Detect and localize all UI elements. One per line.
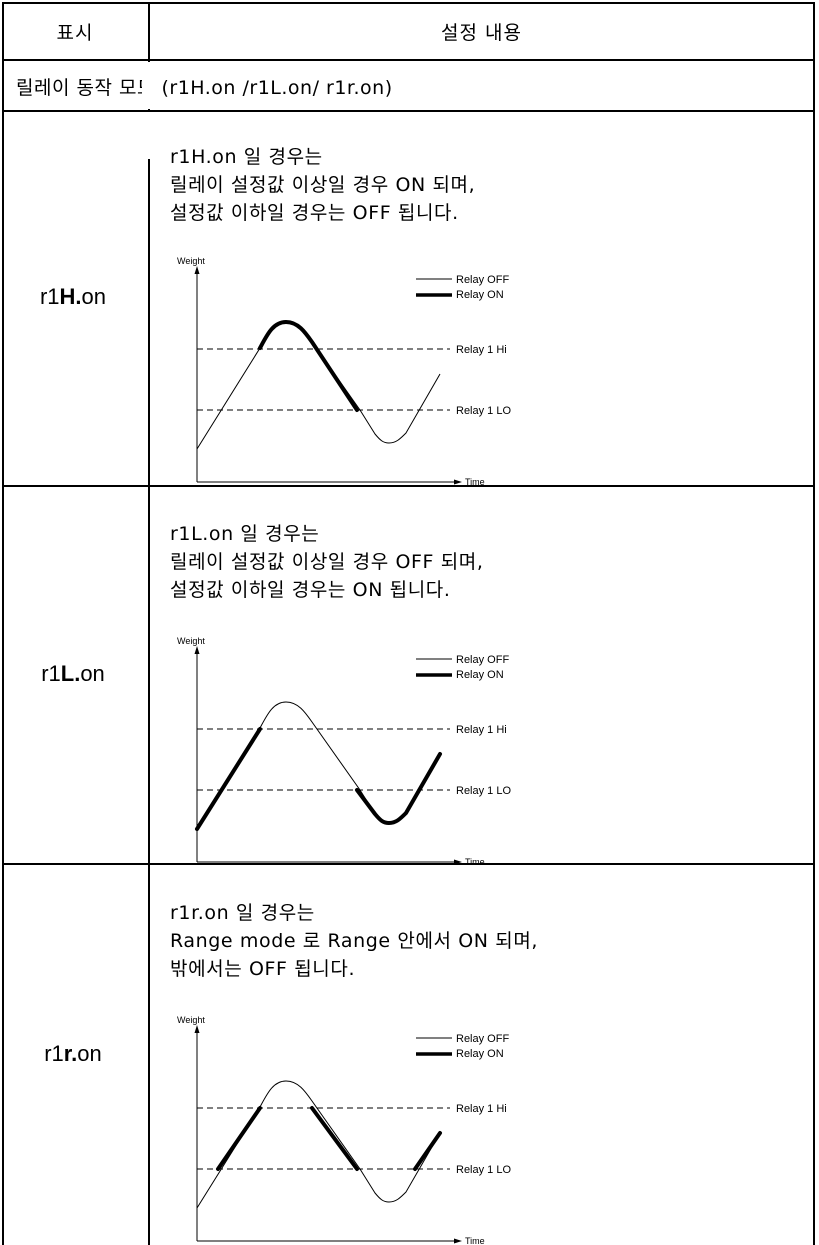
y-axis-label: Weight xyxy=(177,256,205,266)
description-line: 릴레이 설정값 이상일 경우 OFF 되며, xyxy=(170,551,484,573)
threshold-lo-label: Relay 1 LO xyxy=(456,405,511,417)
x-axis-label: Time xyxy=(465,477,485,487)
description-line: r1r.on 일 경우는 xyxy=(170,902,315,924)
x-axis-arrow xyxy=(454,859,462,865)
table-border-left xyxy=(2,2,4,1245)
y-axis-label: Weight xyxy=(177,636,205,646)
threshold-hi-label: Relay 1 Hi xyxy=(456,724,507,736)
relay-chart-r1l: Weight Time Relay OFF Relay ON Relay 1 Hi Rel… xyxy=(177,636,511,867)
relay-on-segment xyxy=(355,752,442,825)
table-border-right xyxy=(813,2,815,1245)
threshold-hi-label: Relay 1 Hi xyxy=(456,1103,507,1115)
header-settings-col: 설정 내용 xyxy=(441,21,522,44)
description-line: 릴레이 설정값 이상일 경우 ON 되며, xyxy=(170,174,476,196)
y-axis-arrow xyxy=(194,266,200,274)
relay-on-segment xyxy=(258,320,359,412)
threshold-lo-label: Relay 1 LO xyxy=(456,1164,511,1176)
description-line: Range mode 로 Range 안에서 ON 되며, xyxy=(170,930,539,952)
legend-label-off: Relay OFF xyxy=(456,654,509,666)
column-divider xyxy=(148,2,150,1245)
description-r1l: r1L.on 일 경우는 릴레이 설정값 이상일 경우 OFF 되며, 설정값 … xyxy=(170,520,484,604)
description-r1r: r1r.on 일 경우는 Range mode 로 Range 안에서 ON 되… xyxy=(170,899,538,983)
relay-mode-title: 릴레이 동작 모드 (r1H.on /r1L.on/ r1r.on) xyxy=(16,76,393,99)
description-line: 설정값 이하일 경우는 OFF 됩니다. xyxy=(170,202,459,224)
legend-label-on: Relay ON xyxy=(456,289,504,301)
threshold-hi-label: Relay 1 Hi xyxy=(456,344,507,356)
weight-curve xyxy=(196,1080,441,1209)
x-axis-arrow xyxy=(454,1238,462,1244)
threshold-lo-label: Relay 1 LO xyxy=(456,785,511,797)
legend-label-on: Relay ON xyxy=(456,1048,504,1060)
description-line: 밖에서는 OFF 됩니다. xyxy=(170,958,356,980)
legend-label-on: Relay ON xyxy=(456,669,504,681)
code-r1l-on: r1L.on xyxy=(41,661,105,686)
weight-curve xyxy=(196,701,441,830)
row-divider xyxy=(2,110,815,112)
header-display-col: 표시 xyxy=(56,21,94,44)
relay-on-segment xyxy=(413,1131,442,1171)
legend-label-off: Relay OFF xyxy=(456,1033,509,1045)
relay-on-segment xyxy=(195,727,262,831)
x-axis-label: Time xyxy=(465,857,485,867)
relay-on-segment xyxy=(310,1106,359,1171)
description-line: r1H.on 일 경우는 xyxy=(170,146,323,168)
legend-label-off: Relay OFF xyxy=(456,274,509,286)
y-axis-arrow xyxy=(194,1025,200,1033)
relay-chart-r1h: Weight Time Relay OFF Relay ON Relay 1 Hi Rel… xyxy=(177,256,511,487)
y-axis-label: Weight xyxy=(177,1015,205,1025)
description-r1h: r1H.on 일 경우는 릴레이 설정값 이상일 경우 ON 되며, 설정값 이… xyxy=(170,143,475,227)
relay-on-segment xyxy=(216,1106,262,1171)
merged-cell-mask xyxy=(142,62,154,109)
table-border-top xyxy=(2,2,815,4)
weight-curve xyxy=(196,321,441,450)
description-line: 설정값 이하일 경우는 ON 됩니다. xyxy=(170,579,451,601)
code-r1r-on: r1r.on xyxy=(44,1041,102,1066)
y-axis-arrow xyxy=(194,646,200,654)
relay-chart-r1r: Weight Time Relay OFF Relay ON Relay 1 Hi Rel… xyxy=(177,1015,511,1245)
x-axis-label: Time xyxy=(465,1236,485,1245)
x-axis-arrow xyxy=(454,479,462,485)
row-divider xyxy=(2,59,815,61)
row-divider xyxy=(2,863,815,865)
code-r1h-on: r1H.on xyxy=(39,284,107,309)
row-divider xyxy=(2,485,815,487)
merged-cell-mask xyxy=(148,112,151,159)
description-line: r1L.on 일 경우는 xyxy=(170,523,320,545)
